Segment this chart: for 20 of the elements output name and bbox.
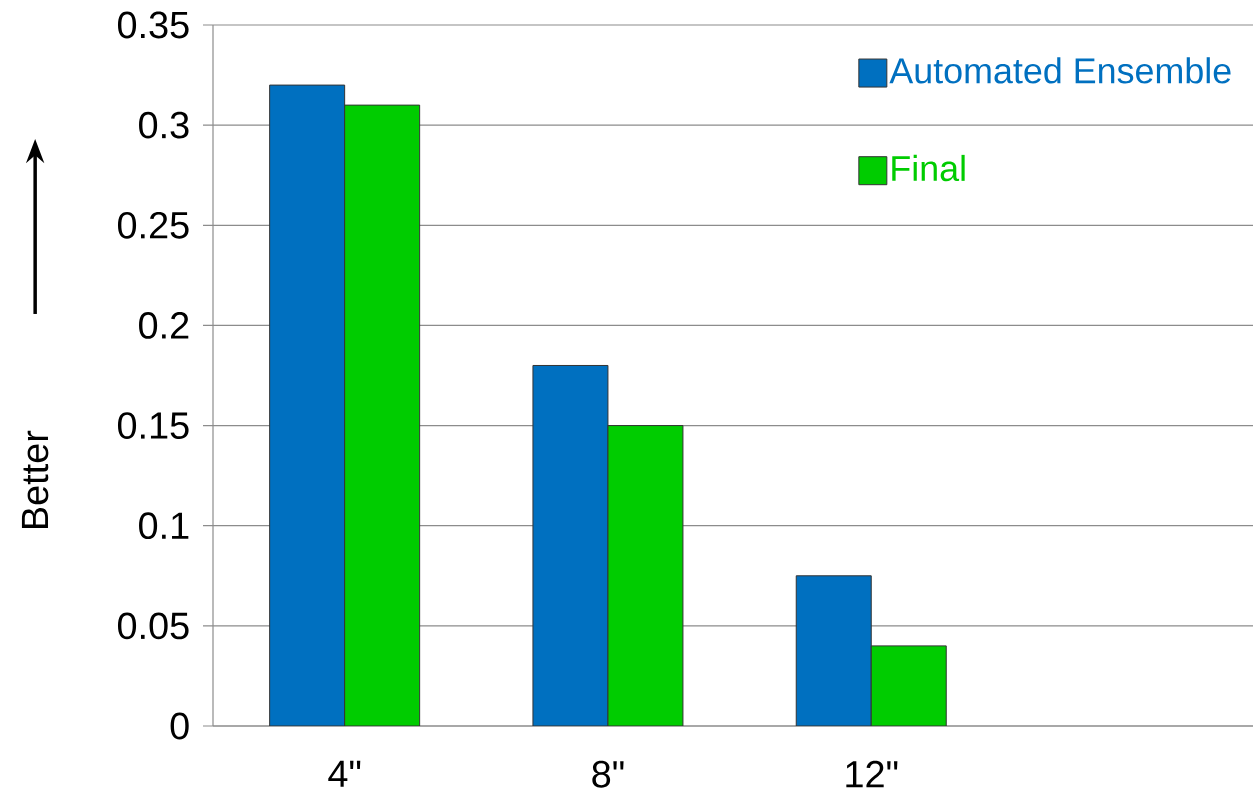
- bar: [532, 364, 609, 726]
- y-tick-label: 0.05: [117, 612, 189, 640]
- y-tick-label: 0: [170, 712, 189, 740]
- x-tick-label: 12": [846, 760, 898, 788]
- y-tick-label: 0.35: [117, 11, 189, 39]
- bar: [870, 645, 947, 726]
- y-tick-label: 0.15: [117, 412, 189, 439]
- bar: [795, 575, 872, 726]
- y-tick-label: 0.1: [139, 512, 189, 540]
- x-tick-label: 8": [592, 760, 624, 788]
- bar: [269, 84, 346, 726]
- y-tick-label: 0.25: [117, 211, 189, 239]
- bar: [607, 425, 684, 726]
- bar: [344, 104, 421, 726]
- y-axis-title: Better: [21, 430, 49, 529]
- legend-label: Automated Ensemble: [889, 57, 1231, 84]
- y-tick-label: 0.3: [139, 111, 189, 139]
- legend-label: Final: [892, 154, 965, 182]
- y-tick-label: 0.2: [139, 312, 189, 339]
- x-tick-label: 4": [328, 760, 361, 787]
